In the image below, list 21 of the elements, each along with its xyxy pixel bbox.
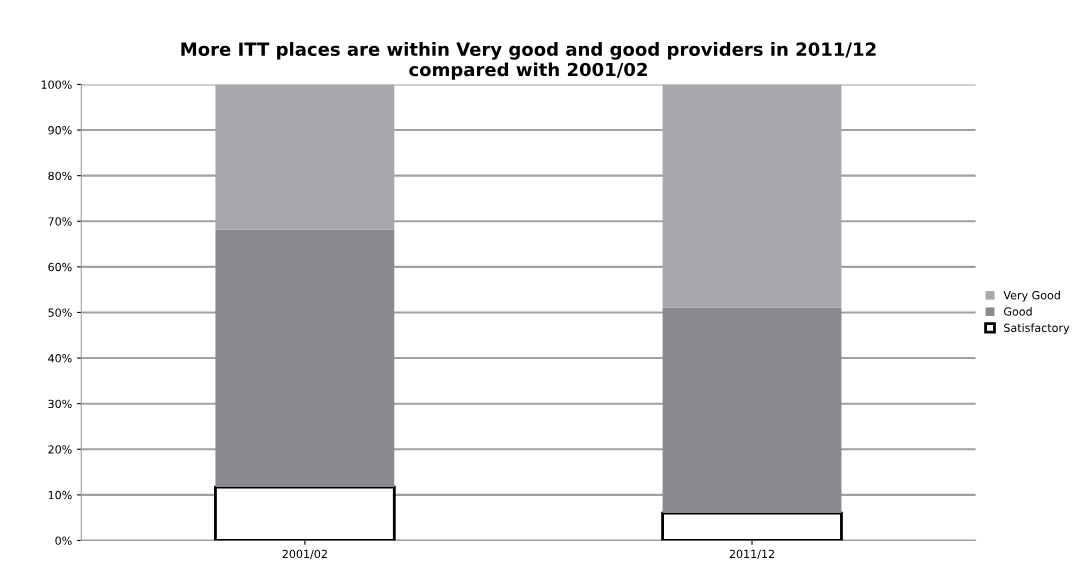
bar <box>662 307 842 514</box>
y-tick-label: 20% <box>48 445 72 454</box>
y-tick-label: 80% <box>48 171 72 181</box>
y-tick-label: 40% <box>48 354 72 363</box>
y-tick-label: 100% <box>41 80 72 89</box>
bar <box>215 229 395 488</box>
legend-label: Good <box>1004 307 1032 316</box>
y-tick-label: 90% <box>48 126 72 135</box>
x-tick-label: 2001/02 <box>282 549 327 559</box>
legend-label: Very Good <box>1003 290 1060 302</box>
legend-label: Satisfactory <box>1004 323 1070 335</box>
y-tick-label: 0% <box>55 536 72 545</box>
chart-title: More ITT places are within Very good and good providers in 2011/12 compared with 2001/02 <box>181 42 876 80</box>
y-tick-label: 10% <box>48 490 72 500</box>
y-tick-label: 60% <box>48 262 72 272</box>
bar <box>214 485 396 541</box>
bar <box>661 511 843 541</box>
y-tick-label: 70% <box>48 217 72 226</box>
x-tick-label: 2011/12 <box>729 549 774 559</box>
y-tick-label: 30% <box>48 399 72 409</box>
y-tick-label: 50% <box>48 308 72 317</box>
